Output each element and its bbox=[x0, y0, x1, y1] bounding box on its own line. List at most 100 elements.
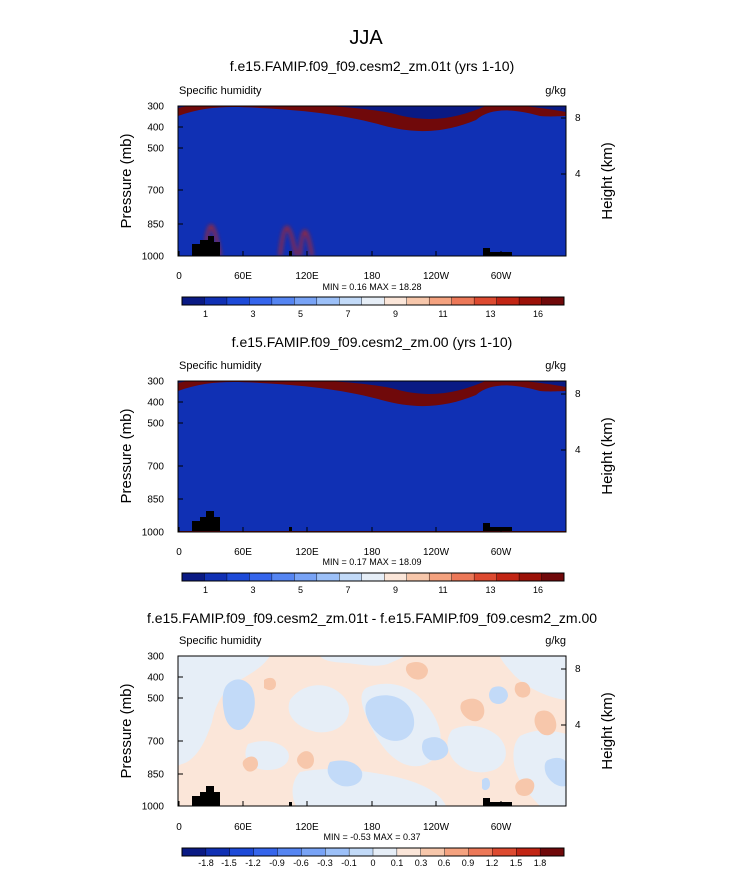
x-tick-label: 120W bbox=[423, 822, 450, 833]
y-tick-label: 1000 bbox=[142, 252, 165, 263]
y-tick-label: 300 bbox=[147, 102, 164, 113]
y-tick-label: 500 bbox=[147, 694, 164, 705]
colorbar-swatch bbox=[451, 296, 475, 306]
tick-marks bbox=[178, 655, 566, 807]
colorbar-swatch bbox=[181, 572, 205, 582]
colorbar-swatch bbox=[294, 296, 318, 306]
colorbar-tick-label: 1.5 bbox=[510, 858, 523, 868]
colorbar-swatch bbox=[181, 847, 207, 857]
colorbar-tick-label: 13 bbox=[485, 309, 495, 319]
min-max-label: MIN = 0.16 MAX = 18.28 bbox=[322, 282, 421, 292]
x-tick-label: 60W bbox=[491, 271, 512, 282]
y-tick-label: 850 bbox=[147, 770, 164, 781]
colorbar-tick-label: 9 bbox=[393, 585, 398, 595]
figure-title: JJA bbox=[349, 27, 383, 49]
colorbar-swatch bbox=[316, 572, 340, 582]
colorbar-swatch bbox=[473, 296, 498, 306]
colorbar-swatch bbox=[541, 296, 565, 306]
colorbar-tick-label: 0.1 bbox=[391, 858, 404, 868]
colorbar-tick-label: 0.9 bbox=[462, 858, 475, 868]
colorbar-swatch bbox=[249, 572, 273, 582]
colorbar-swatch bbox=[518, 572, 543, 582]
panel-title: f.e15.FAMIP.f09_f09.cesm2_zm.00 (yrs 1-1… bbox=[232, 334, 513, 350]
colorbar-swatch bbox=[428, 296, 453, 306]
colorbar-swatch bbox=[249, 296, 273, 306]
colorbar-swatch bbox=[539, 847, 565, 857]
colorbar-swatch bbox=[205, 847, 231, 857]
contour-field bbox=[178, 381, 566, 532]
colorbar-tick-label: 1.2 bbox=[486, 858, 499, 868]
colorbar-tick-label: -0.6 bbox=[293, 858, 309, 868]
x-tick-label: 120W bbox=[423, 271, 450, 282]
colorbar-tick-label: 1 bbox=[203, 585, 208, 595]
y-tick-label: 400 bbox=[147, 398, 164, 409]
units-label: g/kg bbox=[545, 360, 566, 372]
panel-title: f.e15.FAMIP.f09_f09.cesm2_zm.01t (yrs 1-… bbox=[230, 58, 515, 74]
colorbar-swatch bbox=[518, 296, 543, 306]
y2-tick-label: 4 bbox=[575, 169, 581, 180]
colorbar-tick-label: 1 bbox=[203, 309, 208, 319]
colorbar-tick-label: -0.9 bbox=[269, 858, 285, 868]
colorbar-swatch bbox=[496, 572, 520, 582]
panel-title: f.e15.FAMIP.f09_f09.cesm2_zm.01t - f.e15… bbox=[147, 610, 597, 626]
colorbar-swatch bbox=[348, 847, 374, 857]
y-tick-label: 400 bbox=[147, 673, 164, 684]
units-label: g/kg bbox=[545, 85, 566, 97]
colorbar-swatch bbox=[271, 296, 295, 306]
colorbar-tick-label: 0.3 bbox=[415, 858, 428, 868]
x-tick-label: 180 bbox=[364, 547, 381, 558]
panel-3: f.e15.FAMIP.f09_f09.cesm2_zm.01t - f.e15… bbox=[118, 610, 616, 868]
y2-axis-label: Height (km) bbox=[599, 417, 616, 495]
y-tick-label: 500 bbox=[147, 419, 164, 430]
x-tick-label: 180 bbox=[364, 271, 381, 282]
panel-1: f.e15.FAMIP.f09_f09.cesm2_zm.01t (yrs 1-… bbox=[118, 58, 616, 319]
x-tick-label: 120E bbox=[295, 271, 319, 282]
variable-label: Specific humidity bbox=[179, 85, 262, 97]
y-tick-label: 400 bbox=[147, 123, 164, 134]
x-tick-label: 0 bbox=[176, 822, 182, 833]
x-tick-label: 180 bbox=[364, 822, 381, 833]
colorbar-swatch bbox=[226, 296, 250, 306]
x-tick-label: 120W bbox=[423, 547, 450, 558]
colorbar-swatch bbox=[451, 572, 475, 582]
colorbar-swatch bbox=[372, 847, 398, 857]
colorbar-swatch bbox=[384, 572, 408, 582]
y-tick-label: 850 bbox=[147, 220, 164, 231]
y2-tick-label: 4 bbox=[575, 445, 581, 456]
colorbar-tick-label: 3 bbox=[250, 585, 255, 595]
y2-tick-label: 8 bbox=[575, 664, 581, 675]
colorbar-swatch bbox=[325, 847, 350, 857]
x-tick-label: 60W bbox=[491, 547, 512, 558]
colorbar-tick-label: 11 bbox=[438, 309, 447, 319]
panel-2: f.e15.FAMIP.f09_f09.cesm2_zm.00 (yrs 1-1… bbox=[118, 334, 616, 595]
colorbar-swatch bbox=[339, 296, 363, 306]
y2-axis-label: Height (km) bbox=[599, 692, 616, 770]
colorbar-swatch bbox=[339, 572, 363, 582]
colorbar-tick-label: -0.3 bbox=[317, 858, 333, 868]
colorbar-tick-label: 16 bbox=[533, 585, 543, 595]
colorbar-tick-label: 11 bbox=[438, 585, 447, 595]
colorbar-swatch bbox=[294, 572, 318, 582]
units-label: g/kg bbox=[545, 635, 566, 647]
tick-marks bbox=[178, 105, 566, 257]
colorbar-swatch bbox=[277, 847, 302, 857]
colorbar-tick-label: -1.5 bbox=[221, 858, 237, 868]
colorbar-tick-label: 3 bbox=[250, 309, 255, 319]
y-tick-label: 850 bbox=[147, 495, 164, 506]
y-tick-label: 700 bbox=[147, 737, 164, 748]
y-axis-label: Pressure (mb) bbox=[118, 408, 135, 503]
variable-label: Specific humidity bbox=[179, 635, 262, 647]
colorbar-tick-label: 7 bbox=[345, 585, 350, 595]
y-tick-label: 1000 bbox=[142, 802, 165, 813]
colorbar-tick-label: 7 bbox=[345, 309, 350, 319]
colorbar-swatch bbox=[226, 572, 250, 582]
colorbar: 1 3 5 7 9 11 13 16 bbox=[181, 296, 565, 319]
colorbar-tick-label: 1.8 bbox=[534, 858, 547, 868]
colorbar-swatch bbox=[384, 296, 408, 306]
min-max-label: MIN = -0.53 MAX = 0.37 bbox=[323, 832, 420, 842]
colorbar-swatch bbox=[496, 296, 520, 306]
colorbar-swatch bbox=[396, 847, 422, 857]
x-tick-label: 60E bbox=[234, 822, 252, 833]
y-tick-label: 700 bbox=[147, 462, 164, 473]
